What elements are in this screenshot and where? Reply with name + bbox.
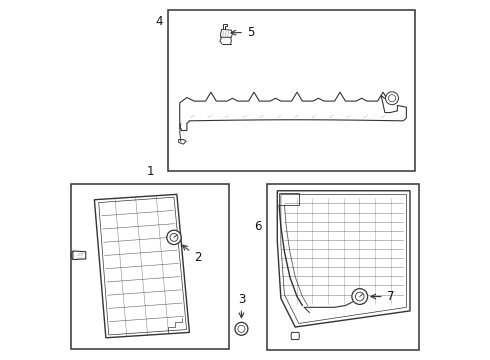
Bar xyxy=(71,184,229,348)
Polygon shape xyxy=(277,191,410,327)
Polygon shape xyxy=(73,251,86,260)
Polygon shape xyxy=(95,194,190,338)
Circle shape xyxy=(238,325,245,332)
Circle shape xyxy=(386,92,398,105)
Circle shape xyxy=(352,289,368,305)
Polygon shape xyxy=(291,332,299,339)
Circle shape xyxy=(355,292,364,301)
Text: 1: 1 xyxy=(146,165,154,178)
Polygon shape xyxy=(180,92,406,131)
Circle shape xyxy=(235,322,248,335)
Polygon shape xyxy=(220,30,232,37)
Text: 3: 3 xyxy=(238,293,245,318)
Polygon shape xyxy=(279,193,299,205)
Text: 5: 5 xyxy=(231,26,254,39)
Text: 7: 7 xyxy=(371,290,394,303)
Text: 6: 6 xyxy=(254,220,261,233)
Bar xyxy=(267,184,419,350)
Polygon shape xyxy=(223,24,227,33)
Circle shape xyxy=(389,95,395,102)
Text: 2: 2 xyxy=(182,245,201,264)
Bar xyxy=(168,10,416,171)
Text: 4: 4 xyxy=(155,15,163,28)
Circle shape xyxy=(167,230,181,244)
Circle shape xyxy=(170,233,178,241)
Polygon shape xyxy=(179,139,186,144)
